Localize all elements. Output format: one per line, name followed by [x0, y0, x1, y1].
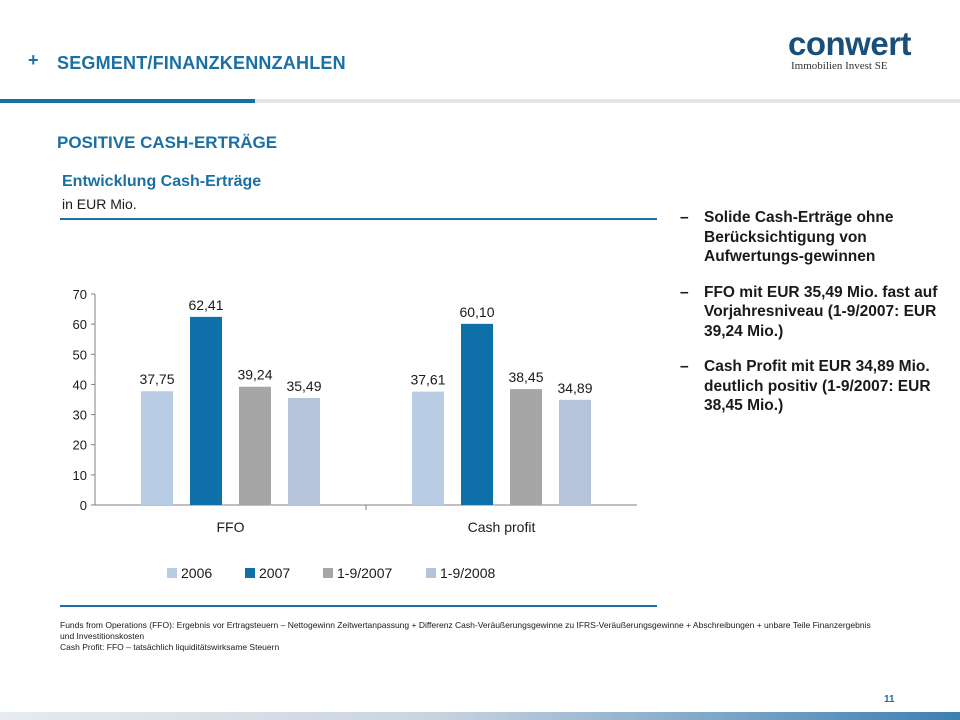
- bullet-text: Solide Cash-Erträge ohne Berücksichtigun…: [704, 209, 894, 265]
- legend-swatch: [167, 568, 177, 578]
- bar-2007: [190, 316, 222, 505]
- bullet-dash: –: [680, 358, 689, 375]
- data-label: 35,49: [286, 378, 321, 394]
- bullet-dash: –: [680, 209, 689, 226]
- category-label: Cash profit: [468, 519, 536, 535]
- bar-1-9-2007: [510, 389, 542, 505]
- footnote: Funds from Operations (FFO): Ergebnis vo…: [60, 620, 880, 653]
- bullet-item: – FFO mit EUR 35,49 Mio. fast auf Vorjah…: [680, 283, 940, 342]
- bullet-text: Cash Profit mit EUR 34,89 Mio. deutlich …: [704, 358, 931, 414]
- y-tick-label: 60: [73, 317, 87, 332]
- data-label: 39,24: [237, 367, 272, 383]
- header-rule-accent: [0, 99, 255, 103]
- legend-swatch: [426, 568, 436, 578]
- y-tick-label: 70: [73, 287, 87, 302]
- legend-label: 2007: [259, 565, 290, 581]
- chart-unit: in EUR Mio.: [62, 196, 137, 212]
- page-number: 11: [884, 694, 895, 705]
- legend-swatch: [245, 568, 255, 578]
- footnote-ffo: Funds from Operations (FFO): Ergebnis vo…: [60, 620, 871, 641]
- data-label: 34,89: [557, 380, 592, 396]
- page-title: SEGMENT/FINANZKENNZAHLEN: [57, 53, 346, 73]
- y-tick-label: 30: [73, 408, 87, 423]
- bar-chart: 0 10 20 30 40 50 60 70 37,75 62,41 39,24 35,49 FFO 37…: [73, 287, 637, 581]
- header-plus-icon: +: [28, 50, 39, 70]
- chart-title: Entwicklung Cash-Erträge: [62, 173, 262, 190]
- bar-1-9-2008: [559, 399, 591, 505]
- data-label: 62,41: [188, 297, 223, 313]
- y-tick-label: 10: [73, 468, 87, 483]
- legend-label: 2006: [181, 565, 212, 581]
- bullet-list: – Solide Cash-Erträge ohne Berücksichtig…: [680, 208, 940, 432]
- section-title: POSITIVE CASH-ERTRÄGE: [57, 133, 278, 152]
- data-label: 60,10: [459, 304, 494, 320]
- y-tick-label: 0: [80, 498, 87, 513]
- footnote-cash-profit: Cash Profit: FFO – tatsächlich liquiditä…: [60, 642, 280, 652]
- bar-2006: [141, 391, 173, 505]
- company-logo: conwert Immobilien Invest SE: [788, 25, 938, 73]
- data-label: 37,75: [139, 371, 174, 387]
- header-band: [0, 0, 960, 100]
- bullet-text: FFO mit EUR 35,49 Mio. fast auf Vorjahre…: [704, 283, 938, 340]
- legend-label: 1-9/2007: [337, 565, 392, 581]
- bullet-dash: –: [680, 283, 689, 301]
- bar-1-9-2007: [239, 386, 271, 505]
- y-tick-label: 40: [73, 377, 87, 392]
- bar-2006: [412, 391, 444, 505]
- bullet-item: – Cash Profit mit EUR 34,89 Mio. deutlic…: [680, 357, 940, 416]
- divider-bottom: [60, 605, 657, 607]
- legend-label: 1-9/2008: [440, 565, 495, 581]
- bullet-item: – Solide Cash-Erträge ohne Berücksichtig…: [680, 208, 940, 267]
- legend-swatch: [323, 568, 333, 578]
- category-label: FFO: [217, 519, 245, 535]
- y-tick-label: 20: [73, 438, 87, 453]
- logo-subtitle: Immobilien Invest SE: [791, 60, 888, 72]
- footer-band: [0, 712, 960, 720]
- y-tick-label: 50: [73, 347, 87, 362]
- logo-word: conwert: [788, 25, 912, 62]
- bar-2007: [461, 323, 493, 505]
- divider-top: [60, 218, 657, 220]
- data-label: 38,45: [508, 369, 543, 385]
- bar-1-9-2008: [288, 398, 320, 505]
- header-rule: [255, 99, 960, 103]
- data-label: 37,61: [410, 372, 445, 388]
